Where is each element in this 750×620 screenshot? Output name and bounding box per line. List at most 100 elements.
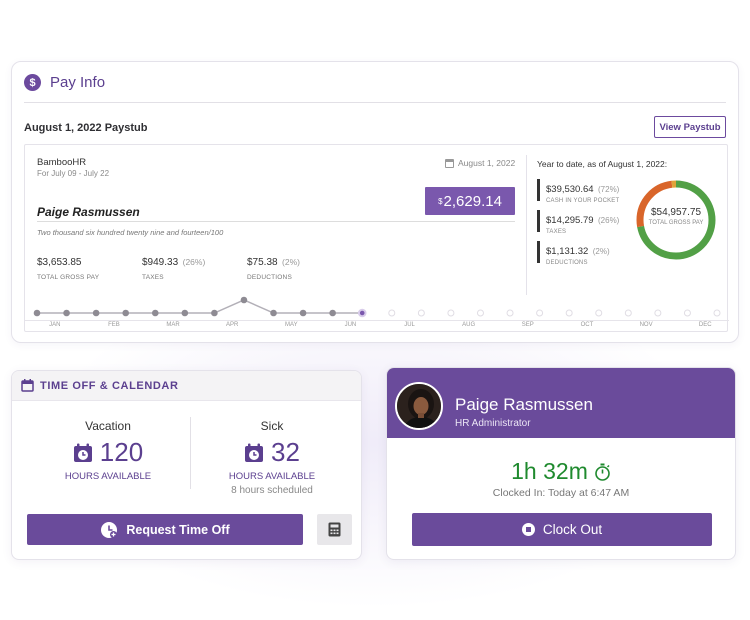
timeline-point[interactable] [683,309,691,317]
timeline-point[interactable] [240,296,248,304]
request-time-off-button[interactable]: Request Time Off [27,514,303,545]
month-label: OCT [580,322,594,328]
clocked-in-status: Clocked In: Today at 6:47 AM [492,487,630,499]
deductions-pct: (2%) [282,257,300,267]
timeline-point[interactable] [151,309,159,317]
timeline-point[interactable] [211,309,218,317]
donut-segment-deductions [636,180,716,260]
timeline-point[interactable] [654,309,662,317]
ytd-cash-label: CASH IN YOUR POCKET [546,198,620,204]
avatar [395,382,443,430]
month-label: APR [226,322,239,328]
month-label: JUN [344,322,357,328]
deductions-value: $75.38 [247,257,278,268]
sick-available-label: HOURS AVAILABLE [228,471,316,482]
ytd-taxes-item: $14,295.79 (26%) TAXES [537,210,620,235]
vacation-label: Vacation [85,419,131,433]
calendar-icon [445,158,454,168]
total-gross-label: TOTAL GROSS PAY [648,220,704,226]
ytd-cash-item: $39,530.64 (72%) CASH IN YOUR POCKET [537,179,620,204]
timeline-line [37,299,363,314]
elapsed-timer: 1h 32m [387,458,735,485]
amount-in-words: Two thousand six hundred twenty nine and… [37,228,224,237]
timeline-point[interactable] [476,309,484,317]
sick-balance: Sick 32 HOURS AVAILABLE 8 hours schedule… [192,419,352,496]
timeline-point[interactable] [329,309,336,317]
ytd-taxes-value: $14,295.79 [546,215,594,226]
pay-info-title: Pay Info [50,74,106,91]
month-label: MAY [285,322,298,328]
timeline-point[interactable] [388,309,396,317]
profile-header [387,368,735,438]
net-pay-amount: $ 2,629.14 [425,187,515,215]
total-gross-value: $54,957.75 [650,207,702,218]
sick-hours: 32 [192,437,352,468]
timeline-point[interactable] [33,309,41,317]
timeline-point[interactable] [565,309,573,317]
ytd-deductions-value: $1,131.32 [546,246,589,257]
deductions-label: DEDUCTIONS [247,274,292,281]
gross-pay-stat: $3,653.85 TOTAL GROSS PAY [37,252,99,281]
dollar-icon: $ [24,74,41,91]
timeline-point[interactable] [299,309,307,317]
timeline-point[interactable] [624,309,632,317]
taxes-value: $949.33 [142,257,179,268]
currency-symbol: $ [438,196,443,206]
vacation-available-label: HOURS AVAILABLE [64,471,152,482]
pay-timeline[interactable]: JAN FEB MAR APR MAY JUN JUL AUG SEP OCT NOV DEC [25,295,729,333]
calendar-clock-icon [73,443,92,462]
timeline-point[interactable] [417,309,425,317]
taxes-label: TAXES [142,274,164,281]
ytd-taxes-pct: (26%) [598,216,620,225]
timeline-graph [25,296,729,321]
view-paystub-button[interactable]: View Paystub [654,116,726,138]
timeline-point[interactable] [122,309,129,317]
signature-line [37,221,515,222]
month-label: DEC [698,322,712,328]
ytd-cash-pct: (72%) [598,185,620,194]
calendar-clock-icon [245,443,264,462]
vertical-divider [526,155,527,295]
paystub-box: BambooHR For July 09 - July 22 August 1,… [24,144,729,333]
taxes-pct: (26%) [182,257,206,267]
company-name: BambooHR [37,157,87,168]
sick-label: Sick [260,419,284,433]
profile-name: Paige Rasmussen [455,395,593,414]
calculator-button[interactable] [317,514,352,545]
month-label: FEB [108,322,120,328]
month-label: JAN [49,322,61,328]
vacation-hours: 120 [28,437,188,468]
ytd-cash-value: $39,530.64 [546,184,594,195]
timeline-point[interactable] [181,309,189,317]
taxes-stat: $949.33 (26%) TAXES [142,252,205,281]
timeline-point[interactable] [713,309,721,317]
timeline-point[interactable] [595,309,603,317]
ytd-deductions-label: DEDUCTIONS [546,260,588,266]
clock-in-card: Paige Rasmussen HR Administrator 1h 32m … [386,367,736,560]
clock-out-button[interactable]: Clock Out [412,513,712,546]
timeline-point[interactable] [63,309,70,317]
request-time-off-label: Request Time Off [126,522,230,537]
timeline-point[interactable] [506,309,514,317]
timeline-point[interactable] [92,309,100,317]
divider [24,102,726,103]
elapsed-time: 1h 32m [511,458,588,484]
month-label: NOV [639,322,653,328]
pay-info-card: $ Pay Info August 1, 2022 Paystub View P… [11,61,739,343]
paystub-title: August 1, 2022 Paystub [24,122,148,134]
paystub-date-text: August 1, 2022 [458,158,516,168]
sick-scheduled: 8 hours scheduled [231,485,313,496]
sick-hours-value: 32 [271,437,300,467]
time-off-divider [190,417,191,489]
profile-role: HR Administrator [455,418,531,429]
ytd-donut-chart [636,180,716,260]
timeline-point[interactable] [357,308,367,318]
calendar-icon [21,379,34,392]
timeline-point[interactable] [536,309,544,317]
time-off-title: TIME OFF & CALENDAR [40,379,179,392]
timeline-point[interactable] [447,309,455,317]
stopwatch-icon [595,463,610,481]
net-pay-value: 2,629.14 [443,192,502,210]
timeline-point[interactable] [270,309,277,317]
month-label: MAR [166,322,180,328]
